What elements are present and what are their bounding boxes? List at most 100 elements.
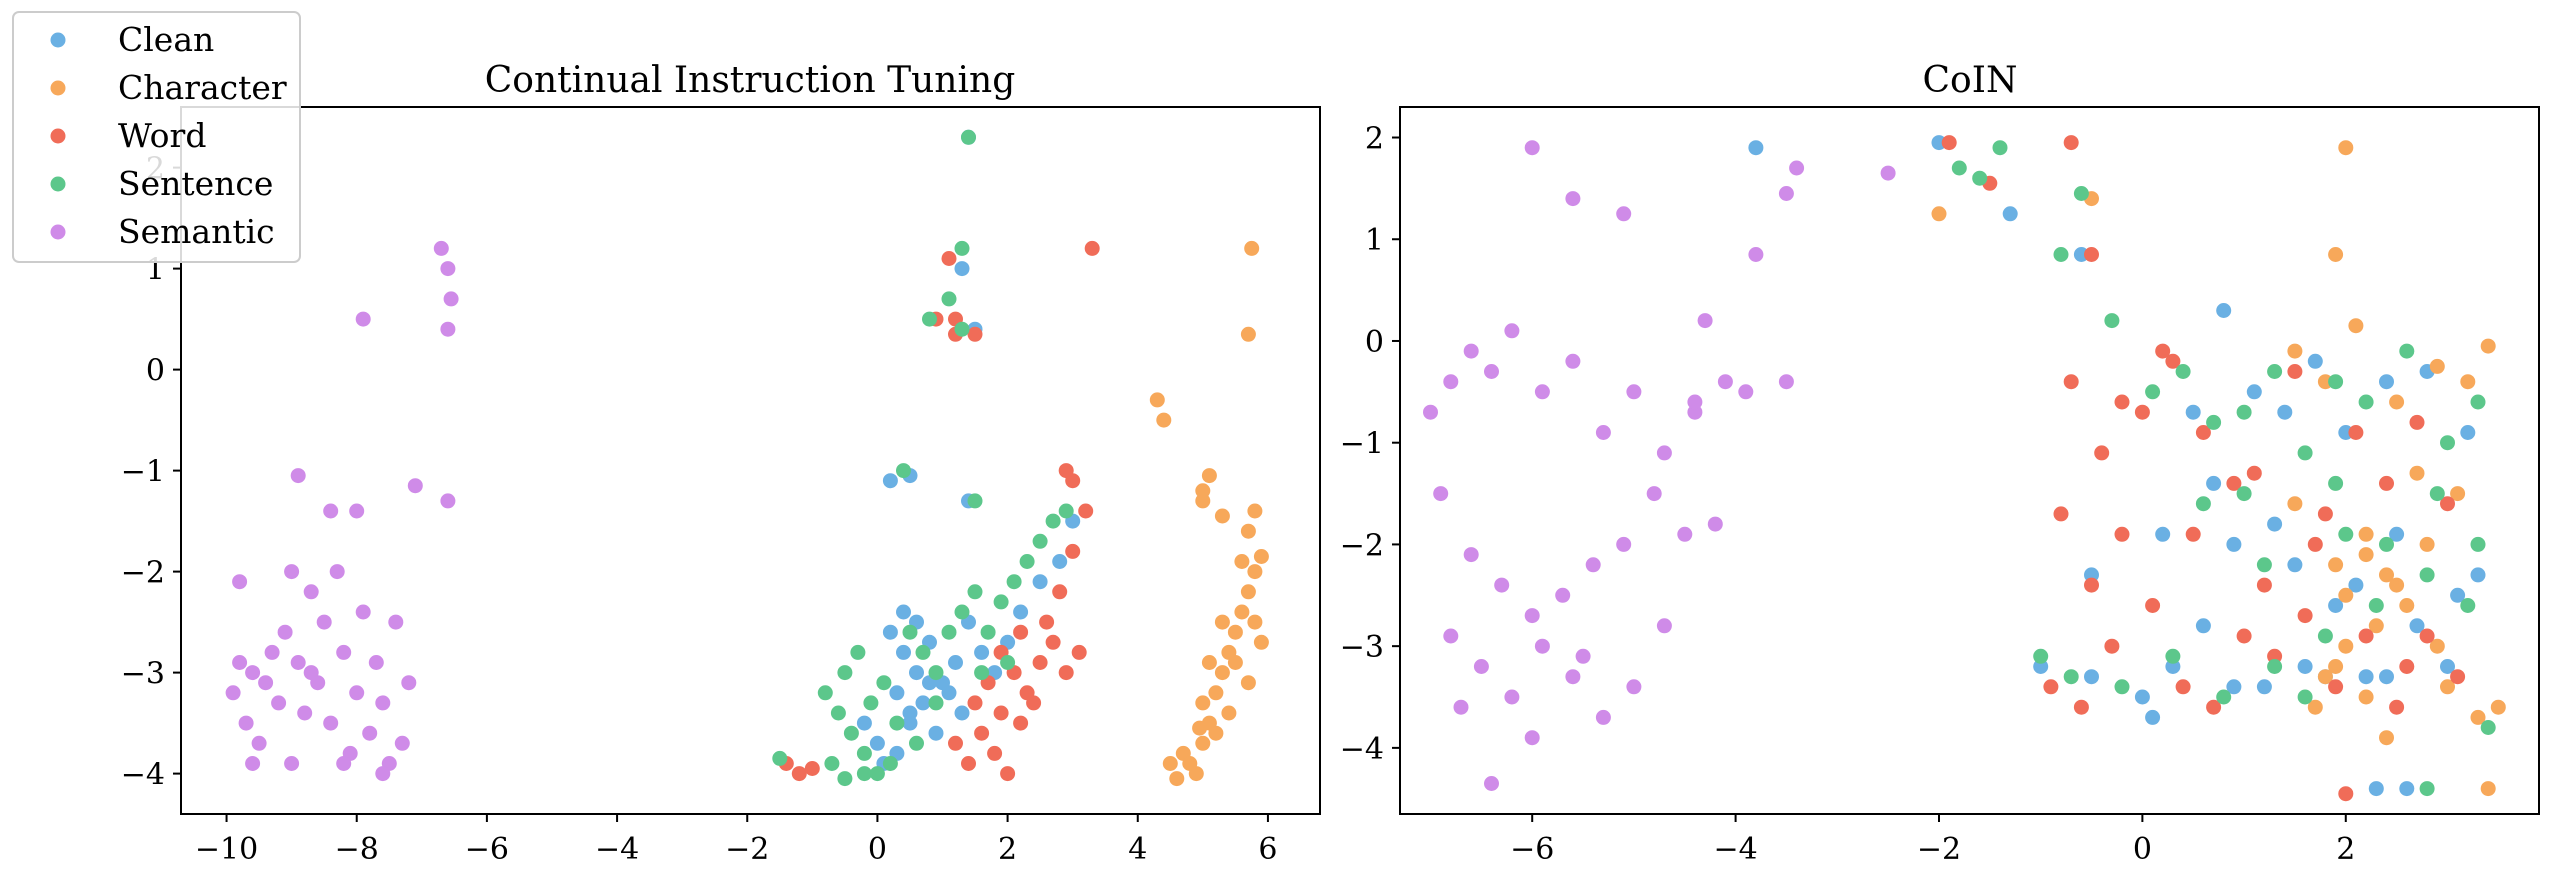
left-chart-title: Continual Instruction Tuning [485,60,1016,101]
left-point-sentence [817,685,833,701]
left-point-word [1071,644,1087,660]
right-point-character [2419,536,2435,552]
left-point-word [967,326,983,342]
left-point-semantic [368,655,384,670]
right-point-word [2134,404,2150,420]
right-point-clean [2134,689,2150,705]
left-point-sentence [922,311,937,327]
left-x-tick-label: 6 [1258,832,1277,867]
left-point-word [1078,503,1094,519]
right-point-word [2165,353,2181,369]
right-point-sentence [2236,404,2252,420]
right-point-word [2419,628,2435,644]
right-point-word [2084,577,2099,593]
right-point-word [2389,699,2405,715]
left-point-character [1244,240,1260,256]
left-point-semantic [375,766,391,782]
left-point-sentence [1032,533,1048,549]
right-point-clean [2368,781,2384,797]
right-point-semantic [1585,557,1601,573]
right-point-word [2114,394,2130,410]
left-point-character [1208,725,1224,741]
left-point-word [993,705,1009,721]
right-scatter-points [1423,135,2506,802]
left-point-character [1214,665,1230,681]
left-point-sentence [915,644,931,660]
left-point-semantic [290,468,306,484]
left-point-semantic [336,756,352,771]
left-point-semantic [394,735,410,751]
left-point-word [1065,543,1081,559]
right-point-clean [2379,374,2394,390]
right-point-character [2490,699,2506,715]
right-point-clean [2256,679,2272,695]
right-point-sentence [2236,486,2252,502]
right-point-character [2429,358,2445,374]
left-x-tick-label: −4 [595,832,639,867]
left-point-clean [902,715,918,731]
right-point-clean [2246,384,2262,400]
right-point-clean [2297,659,2313,674]
right-point-character [1931,206,1947,222]
panel-continual-instruction-tuning: Continual Instruction Tuning −10 −8 −6 −4 −2… [121,60,1321,867]
left-point-word [1058,665,1074,681]
left-point-clean [954,705,970,721]
right-point-clean [2226,536,2242,552]
left-point-sentence [928,695,944,711]
left-point-semantic [271,695,287,711]
right-point-character [2358,526,2374,542]
right-point-sentence [2195,496,2211,512]
right-point-semantic [1717,374,1733,390]
left-point-clean [882,473,898,489]
left-point-word [987,745,1003,761]
left-point-clean [954,261,970,277]
right-point-semantic [1463,547,1479,563]
right-point-character [2317,669,2333,685]
left-point-character [1195,493,1211,509]
left-point-semantic [355,311,371,327]
left-point-word [1039,614,1055,630]
right-point-word [2206,699,2222,715]
left-point-semantic [232,655,248,670]
left-point-sentence [941,291,957,307]
left-point-sentence [980,624,996,640]
right-point-word [2256,577,2272,593]
right-point-clean [2348,577,2364,593]
right-point-clean [2287,557,2303,573]
left-point-character [1182,756,1198,771]
left-point-sentence [902,624,918,640]
left-point-character [1195,695,1211,711]
left-point-character [1149,392,1165,408]
left-point-character [1214,614,1230,630]
right-point-clean [2277,404,2293,420]
right-point-clean [2307,353,2323,369]
left-point-word [1052,584,1068,600]
left-point-character [1253,634,1269,650]
right-point-sentence [2053,247,2069,262]
right-point-clean [2460,425,2476,440]
right-point-sentence [2297,689,2313,705]
right-point-character [2409,465,2425,481]
right-point-semantic [1687,394,1703,410]
left-point-clean [948,655,963,670]
right-point-sentence [2317,628,2333,644]
right-point-sentence [2165,648,2181,664]
right-point-semantic [1748,247,1764,262]
right-point-semantic [1656,618,1672,634]
left-point-character [1240,523,1256,539]
left-point-word [961,756,976,771]
legend-label-word: Word [118,116,206,155]
left-point-semantic [245,665,261,681]
right-point-semantic [1484,776,1499,791]
left-point-character [1221,705,1237,721]
right-point-semantic [1433,486,1449,502]
right-point-word [2307,536,2323,552]
left-point-character [1208,685,1224,701]
left-point-semantic [316,614,332,630]
left-point-semantic [329,564,345,580]
right-point-character [2379,730,2394,746]
left-point-semantic [297,705,313,721]
right-point-character [2429,638,2445,654]
left-point-sentence [772,750,788,766]
left-point-semantic [440,493,456,509]
